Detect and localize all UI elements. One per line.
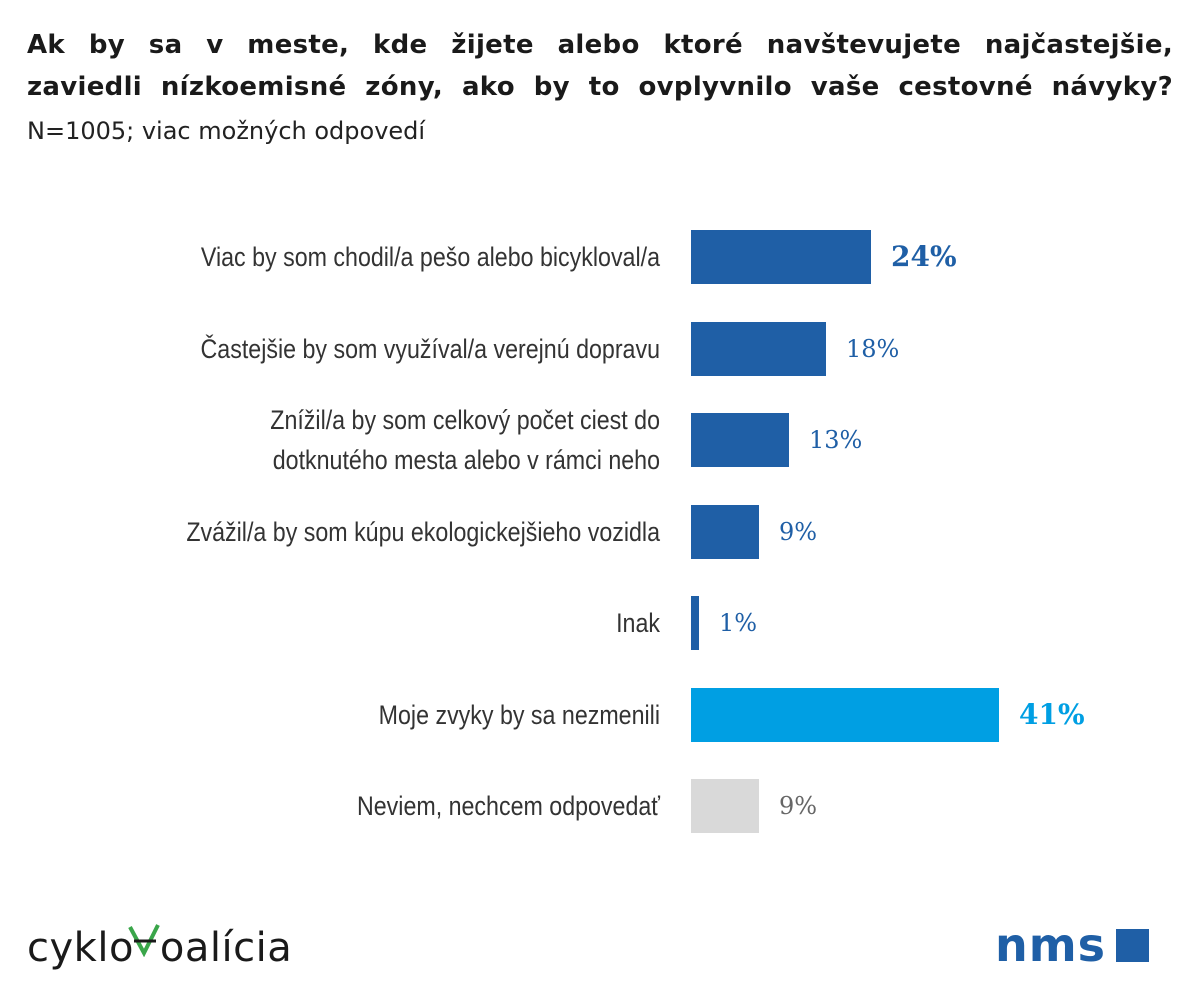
- category-label: Inak: [178, 603, 660, 643]
- chart-title-line-2: zaviedli nízkoemisné zóny, ako by to ovp…: [27, 72, 1173, 102]
- value-label: 18%: [846, 335, 900, 363]
- category-label: Častejšie by som využíval/a verejnú dopr…: [178, 329, 660, 369]
- bar: [691, 322, 826, 376]
- value-label: 9%: [779, 792, 818, 820]
- category-label-line: Viac by som chodil/a pešo alebo bicyklov…: [200, 242, 660, 272]
- category-label: Moje zvyky by sa nezmenili: [178, 695, 660, 735]
- cyklokoalicia-logo: cyklo oalícia: [27, 918, 292, 978]
- category-label-line: Inak: [616, 608, 660, 638]
- category-label: Neviem, nechcem odpovedať: [178, 786, 660, 826]
- chart-subtitle: N=1005; viac možných odpovedí: [27, 117, 426, 145]
- logo-left-suffix: oalícia: [159, 925, 293, 971]
- bar: [691, 505, 759, 559]
- nms-logo: nms: [995, 922, 1150, 968]
- chart-title: Ak by sa v meste, kde žijete alebo ktoré…: [27, 24, 1173, 108]
- category-label-line: Zvážil/a by som kúpu ekologickejšieho vo…: [186, 517, 660, 547]
- bar: [691, 230, 871, 284]
- logo-left-prefix: cyklo: [27, 925, 134, 971]
- square-icon: [1116, 929, 1150, 962]
- category-label-line: Častejšie by som využíval/a verejnú dopr…: [200, 334, 660, 364]
- bar: [691, 779, 759, 833]
- value-label: 1%: [719, 609, 758, 637]
- category-label: Viac by som chodil/a pešo alebo bicyklov…: [178, 237, 660, 277]
- value-label: 41%: [1019, 698, 1085, 731]
- value-label: 9%: [779, 518, 818, 546]
- value-label: 24%: [891, 240, 957, 273]
- category-label-line: dotknutého mesta alebo v rámci neho: [272, 445, 660, 475]
- bar: [691, 413, 789, 467]
- bar: [691, 596, 699, 650]
- logo-right-text: nms: [995, 918, 1107, 972]
- category-label-line: Neviem, nechcem odpovedať: [356, 791, 660, 821]
- category-label: Znížil/a by som celkový počet ciest do do…: [178, 400, 660, 480]
- chart-title-line-1: Ak by sa v meste, kde žijete alebo ktoré…: [27, 30, 1173, 60]
- bar: [691, 688, 999, 742]
- category-label-line: Moje zvyky by sa nezmenili: [378, 700, 660, 730]
- category-label-line: Znížil/a by som celkový počet ciest do: [270, 405, 660, 435]
- category-label: Zvážil/a by som kúpu ekologickejšieho vo…: [178, 512, 660, 552]
- value-label: 13%: [809, 426, 863, 454]
